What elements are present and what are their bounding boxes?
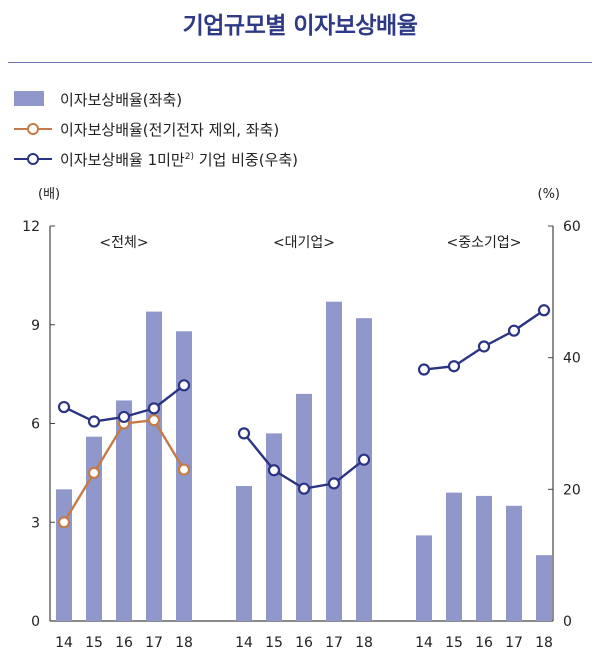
bar [446, 492, 462, 621]
x-tick-label: 16 [295, 635, 313, 651]
share-line [423, 309, 545, 371]
right-tick-label: 40 [563, 351, 581, 367]
x-tick-label: 17 [505, 635, 523, 651]
legend-label-bar: 이자보상배율(좌축) [60, 90, 183, 109]
bar [116, 400, 132, 621]
x-tick-label: 18 [175, 635, 193, 651]
legend-item-bar: 이자보상배율(좌축) [14, 84, 298, 114]
bar [356, 318, 372, 621]
share-point [237, 427, 251, 440]
title-divider [8, 62, 592, 63]
left-tick-label: 3 [31, 515, 40, 531]
bar [56, 489, 72, 621]
x-tick-label: 16 [475, 635, 493, 651]
share-point [357, 453, 371, 466]
bar [416, 535, 432, 621]
x-tick-label: 15 [265, 635, 283, 651]
excl-point [57, 516, 71, 529]
legend-item-excl: 이자보상배율(전기전자 제외, 좌축) [14, 114, 298, 144]
x-tick-label: 14 [235, 635, 253, 651]
share-point [537, 304, 551, 317]
share-point [297, 482, 311, 495]
left-tick-label: 0 [31, 614, 40, 630]
legend-label-excl: 이자보상배율(전기전자 제외, 좌축) [60, 120, 280, 139]
x-tick-label: 14 [55, 635, 73, 651]
legend-item-share: 이자보상배율 1미만2) 기업 비중(우축) [14, 144, 298, 174]
bar [536, 555, 552, 621]
x-tick-label: 18 [355, 635, 373, 651]
left-axis-unit: (배) [38, 187, 60, 202]
legend-share-swatch [14, 149, 52, 169]
legend-excl-swatch [14, 119, 52, 139]
excl-point [147, 414, 161, 427]
share-point [417, 363, 431, 376]
bar [506, 505, 522, 621]
left-tick-label: 9 [31, 318, 40, 334]
x-tick-label: 16 [115, 635, 133, 651]
share-point [447, 360, 461, 373]
bar [296, 393, 312, 621]
bar [86, 436, 102, 621]
x-tick-label: 14 [415, 635, 433, 651]
share-point [57, 400, 71, 414]
legend-label-share: 이자보상배율 1미만2) 기업 비중(우축) [60, 150, 299, 169]
bar [476, 495, 492, 621]
right-axis-unit: (%) [538, 187, 561, 202]
share-point [177, 379, 191, 392]
bar [266, 433, 282, 621]
x-tick-label: 15 [445, 635, 463, 651]
share-point [87, 415, 101, 428]
bar [176, 331, 192, 621]
bar [236, 486, 252, 621]
share-point [507, 324, 521, 337]
right-tick-label: 0 [563, 614, 572, 630]
bar [326, 301, 342, 621]
share-point [477, 340, 491, 353]
panel-label: <대기업> [273, 235, 335, 251]
share-point [327, 477, 341, 490]
bar [146, 311, 162, 621]
excl-point [87, 466, 101, 479]
x-tick-label: 15 [85, 635, 103, 651]
panel-label: <중소기업> [447, 235, 522, 251]
share-point [117, 410, 131, 424]
x-tick-label: 17 [145, 635, 163, 651]
x-tick-label: 17 [325, 635, 343, 651]
chart-title: 기업규모별 이자보상배율 [182, 13, 418, 39]
excl-point [177, 463, 191, 476]
legend-bar-swatch [14, 89, 52, 109]
share-point [267, 464, 281, 477]
legend: 이자보상배율(좌축) 이자보상배율(전기전자 제외, 좌축) 이자보상배율 1미… [14, 84, 298, 174]
left-tick-label: 12 [22, 219, 40, 235]
share-point [147, 402, 161, 415]
x-tick-label: 18 [535, 635, 553, 651]
left-tick-label: 6 [31, 417, 40, 433]
right-tick-label: 60 [563, 219, 581, 235]
right-tick-label: 20 [563, 482, 581, 498]
panel-label: <전체> [99, 235, 148, 251]
